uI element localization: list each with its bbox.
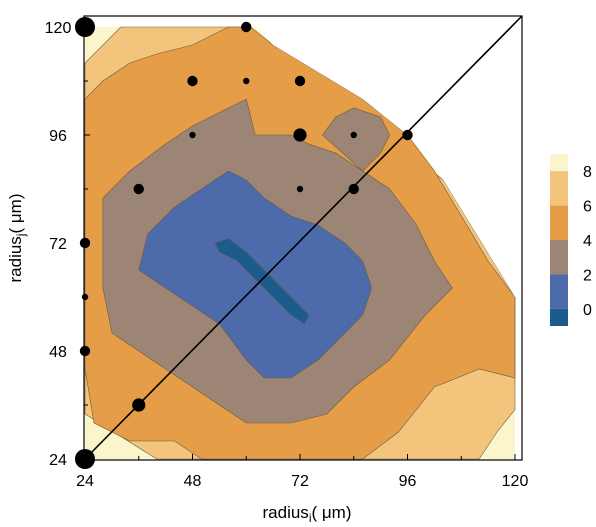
data-point-1 <box>241 21 252 33</box>
x-axis-ticks: 24 48 72 96 120 <box>76 454 528 490</box>
x-tick-label-4: 120 <box>502 473 529 490</box>
colorbar-swatch-0 <box>550 154 568 172</box>
y-axis-label-sub: j <box>14 234 28 238</box>
contour-region-5 <box>214 238 310 325</box>
y-tick-label-0: 24 <box>49 452 67 469</box>
y-tick-label-4: 120 <box>45 20 72 37</box>
x-axis-label: radiusi( μm) <box>263 503 352 525</box>
x-axis-label-sub: i <box>309 511 312 525</box>
data-point-7 <box>350 131 357 139</box>
y-axis-ticks: 24 48 72 96 120 <box>45 20 90 469</box>
data-point-11 <box>348 183 359 195</box>
colorbar-tick-label-0: 8 <box>583 164 592 181</box>
data-point-2 <box>187 75 198 87</box>
colorbar-swatch-4 <box>550 274 568 309</box>
x-tick-label-3: 96 <box>399 473 417 490</box>
x-axis-label-rest: ( μm) <box>311 503 351 522</box>
data-point-15 <box>132 398 146 412</box>
colorbar: 8 6 4 2 0 <box>550 154 592 326</box>
data-point-4 <box>294 75 306 87</box>
diagonal-line <box>84 15 523 460</box>
data-point-3 <box>243 77 250 85</box>
y-tick-label-3: 96 <box>49 128 67 145</box>
x-tick-label-1: 48 <box>184 473 202 490</box>
colorbar-swatch-1 <box>550 171 568 206</box>
data-point-9 <box>133 183 144 195</box>
colorbar-tick-label-2: 4 <box>583 233 592 250</box>
colorbar-swatch-2 <box>550 205 568 240</box>
y-tick-label-2: 72 <box>49 236 67 253</box>
data-point-5 <box>189 131 196 139</box>
y-axis-label: radiusj( μm) <box>6 194 28 283</box>
y-tick-label-1: 48 <box>49 344 67 361</box>
data-point-6 <box>293 128 307 142</box>
x-tick-label-2: 72 <box>291 473 309 490</box>
colorbar-tick-label-3: 2 <box>583 267 592 284</box>
plot-frame <box>83 15 523 461</box>
data-point-8 <box>402 129 413 141</box>
x-axis-label-main: radius <box>263 503 309 522</box>
colorbar-swatch-5 <box>550 308 568 326</box>
x-tick-label-0: 24 <box>76 473 94 490</box>
y-axis-label-main: radius <box>6 236 25 282</box>
contour-region-6 <box>321 107 390 172</box>
colorbar-tick-label-4: 0 <box>583 302 592 319</box>
colorbar-swatch-3 <box>550 240 568 275</box>
data-point-10 <box>296 185 304 193</box>
y-axis-label-rest: ( μm) <box>6 194 25 234</box>
colorbar-tick-label-1: 6 <box>583 199 592 216</box>
